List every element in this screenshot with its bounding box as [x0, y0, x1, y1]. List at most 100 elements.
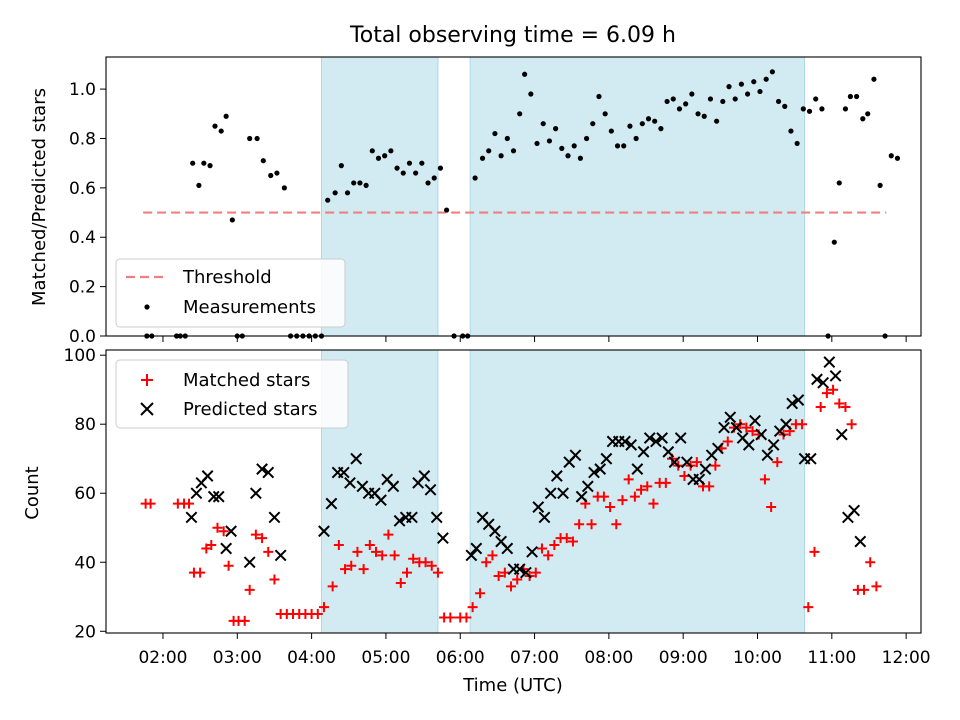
measurement-point — [714, 118, 720, 124]
measurement-point — [596, 93, 602, 100]
x-tick-label: 09:00 — [659, 648, 708, 668]
measurement-point — [757, 88, 763, 95]
y-tick-label: 100 — [64, 346, 96, 366]
measurement-point — [751, 79, 757, 85]
predicted-star-point — [526, 545, 538, 558]
matched-star-point — [536, 543, 547, 554]
predicted-star-point — [625, 439, 638, 451]
matched-star-point — [629, 491, 640, 502]
matched-star-point — [834, 398, 845, 409]
chart-title: Total observing time = 6.09 h — [349, 23, 676, 48]
predicted-star-point — [656, 432, 669, 444]
matched-star-point — [871, 581, 882, 592]
predicted-star-point — [786, 397, 799, 410]
predicted-star-point — [418, 470, 431, 482]
predicted-star-point — [724, 411, 737, 424]
matched-star-point — [239, 615, 250, 626]
legend-matched-label: Matched stars — [183, 370, 310, 391]
measurement-point — [369, 148, 375, 154]
measurement-point — [633, 135, 639, 142]
matched-star-point — [759, 474, 770, 485]
predicted-star-point — [337, 466, 350, 479]
measurement-point — [510, 148, 517, 154]
matched-star-point — [512, 574, 523, 585]
legend-box — [115, 359, 349, 429]
measurement-point — [212, 123, 218, 129]
measurement-point — [608, 128, 614, 134]
predicted-star-point — [588, 466, 600, 479]
matched-star-point — [395, 577, 406, 588]
matched-star-point — [530, 567, 541, 578]
y-tick-label: 0.2 — [69, 278, 96, 298]
measurement-point — [689, 91, 695, 97]
matched-star-point — [561, 533, 572, 544]
predicted-star-point — [430, 511, 443, 524]
matched-star-point — [401, 567, 412, 578]
predicted-star-point — [680, 456, 693, 469]
measurement-point — [363, 182, 369, 188]
predicted-star-point — [190, 487, 203, 500]
measurement-point — [769, 69, 775, 75]
matched-star-point — [722, 436, 733, 447]
measurement-point — [583, 135, 590, 142]
matched-star-point — [821, 388, 832, 399]
predicted-star-point — [256, 463, 268, 475]
matched-star-point — [389, 550, 400, 561]
measurement-point — [413, 170, 419, 176]
measurement-point — [190, 160, 196, 166]
matched-star-point — [244, 584, 255, 595]
measurement-point — [806, 108, 813, 114]
predicted-star-point — [375, 494, 387, 507]
measurement-point — [247, 135, 253, 142]
measurement-point — [788, 128, 794, 134]
measurement-point — [504, 135, 510, 142]
matched-star-point — [679, 470, 690, 481]
matched-star-point — [543, 550, 554, 561]
matched-star-point — [346, 560, 357, 571]
y-tick-label: 0.8 — [69, 129, 96, 149]
matched-star-point — [263, 546, 274, 557]
measurement-point — [847, 93, 853, 100]
measurement-point — [400, 170, 406, 176]
predicted-star-point — [662, 445, 675, 458]
y-tick-label: 0.4 — [69, 228, 96, 248]
top-y-axis-label: Matched/Predicted stars — [29, 88, 50, 306]
measurement-point — [744, 91, 751, 97]
measurement-point — [732, 96, 738, 102]
measurement-point — [782, 103, 788, 109]
predicted-star-point — [465, 549, 478, 562]
predicted-star-point — [538, 511, 551, 524]
matched-star-point — [691, 457, 702, 468]
matched-star-point — [493, 571, 504, 582]
measurement-point — [565, 153, 571, 159]
measurement-point — [419, 160, 425, 166]
predicted-star-point — [699, 463, 712, 475]
predicted-star-point — [742, 439, 755, 451]
measurement-point — [701, 113, 707, 119]
predicted-star-point — [817, 376, 830, 389]
predicted-star-point — [650, 435, 662, 448]
predicted-star-point — [581, 480, 594, 493]
legend-measurement-label: Measurements — [183, 297, 316, 318]
bottom-axes: 20 40 60 80 100 02:00 03:00 04:00 05:00 06:00 07:0… — [64, 346, 931, 668]
y-tick-label: 1.0 — [69, 80, 96, 100]
x-axis-label: Time (UTC) — [462, 675, 563, 696]
measurement-point — [602, 111, 608, 117]
measurement-point — [590, 121, 596, 127]
x-tick-label: 02:00 — [138, 648, 187, 668]
x-tick-label: 07:00 — [510, 648, 559, 668]
predicted-star-point — [393, 514, 406, 527]
predicted-star-point — [550, 470, 563, 482]
matched-star-point — [358, 564, 369, 575]
matched-star-point — [865, 557, 876, 568]
predicted-star-point — [406, 511, 418, 524]
matched-star-point — [481, 557, 492, 568]
measurement-point — [351, 180, 357, 186]
bottom-y-axis-label: Count — [22, 466, 43, 519]
measurement-point — [357, 180, 363, 186]
measurement-point — [726, 84, 732, 90]
matched-star-point — [269, 574, 280, 585]
measurement-point — [472, 175, 478, 181]
legend-predicted-label: Predicted stars — [183, 399, 317, 420]
matched-star-point — [218, 526, 229, 537]
